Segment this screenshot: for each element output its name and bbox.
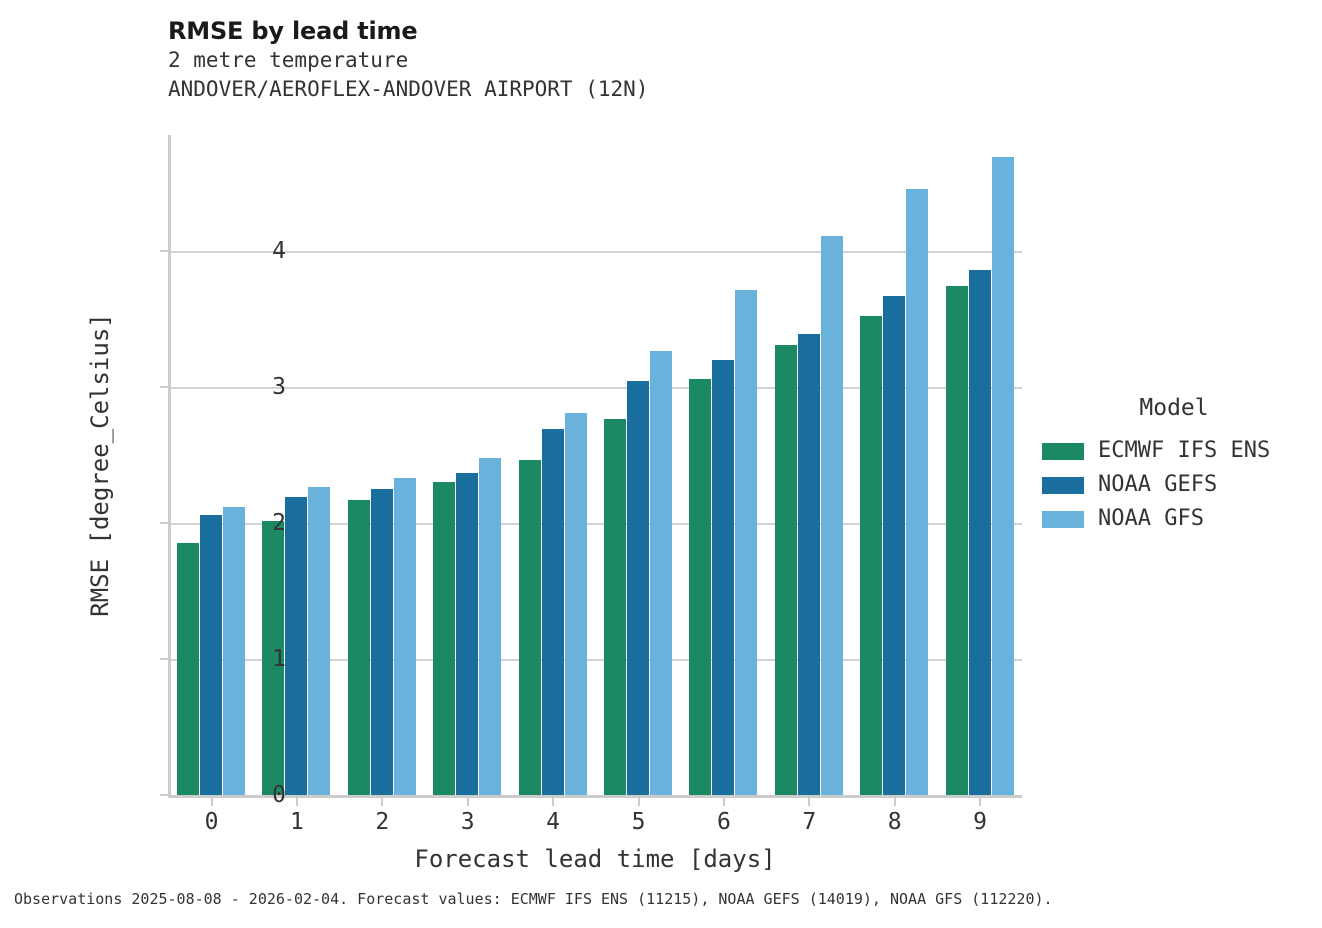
legend-swatch-icon xyxy=(1042,476,1084,494)
bar xyxy=(433,482,456,795)
bar xyxy=(370,488,393,795)
x-tick-label: 1 xyxy=(289,809,304,835)
legend-entries: ECMWF IFS ENS NOAA GEFS NOAA GFS xyxy=(1042,434,1312,536)
bar xyxy=(906,189,929,795)
legend-item[interactable]: ECMWF IFS ENS xyxy=(1042,434,1312,468)
bar xyxy=(712,359,735,795)
page-title: RMSE by lead time xyxy=(168,17,418,45)
bar xyxy=(883,295,906,795)
bar xyxy=(564,412,587,795)
x-tick-label: 7 xyxy=(802,809,817,835)
bar xyxy=(262,521,285,795)
bar xyxy=(735,290,758,795)
x-axis-title: Forecast lead time [days] xyxy=(414,845,776,873)
bar xyxy=(285,496,308,795)
bar xyxy=(991,156,1014,795)
legend-item-label: NOAA GEFS xyxy=(1098,472,1218,497)
x-tick-mark xyxy=(295,798,298,806)
y-tick-label: 0 xyxy=(272,782,286,808)
legend-title: Model xyxy=(1139,395,1209,421)
gridline xyxy=(171,522,1022,525)
x-tick-label: 8 xyxy=(887,809,902,835)
legend-item-label: ECMWF IFS ENS xyxy=(1098,438,1271,463)
bar xyxy=(541,428,564,795)
x-axis-line xyxy=(168,795,1022,798)
y-tick-mark xyxy=(160,385,168,388)
x-tick-mark xyxy=(979,798,982,806)
y-tick-label: 3 xyxy=(272,373,286,400)
chart-subtitle-station: ANDOVER/AEROFLEX-ANDOVER AIRPORT (12N) xyxy=(168,77,649,101)
x-tick-mark xyxy=(808,798,811,806)
legend-swatch-icon xyxy=(1042,442,1084,460)
y-tick-label: 2 xyxy=(272,509,286,536)
y-tick-mark xyxy=(160,794,168,796)
bar xyxy=(968,269,991,795)
legend: Model ECMWF IFS ENS NOAA GEFS NOAA GFS xyxy=(1042,394,1312,536)
bar xyxy=(200,514,222,795)
x-tick-label: 9 xyxy=(973,809,988,835)
bar xyxy=(774,344,797,795)
x-tick-mark xyxy=(552,798,555,806)
title-block: RMSE by lead time 2 metre temperature AN… xyxy=(168,16,648,104)
x-tick-mark xyxy=(381,798,384,806)
y-tick-label: 4 xyxy=(272,237,286,264)
x-tick-mark xyxy=(210,798,213,806)
x-tick-mark xyxy=(466,798,469,806)
y-tick-mark xyxy=(160,657,168,660)
bar xyxy=(308,487,331,795)
gridline xyxy=(171,658,1022,661)
x-tick-mark xyxy=(722,798,725,806)
bar xyxy=(518,460,541,795)
bar xyxy=(945,286,968,795)
gridline xyxy=(171,250,1022,253)
y-tick-label: 1 xyxy=(272,645,286,672)
y-tick-mark xyxy=(160,249,168,252)
x-tick-mark xyxy=(637,798,640,806)
bar xyxy=(689,378,712,795)
x-tick-label: 5 xyxy=(631,809,646,835)
y-axis-line xyxy=(168,135,171,795)
legend-item[interactable]: NOAA GEFS xyxy=(1042,468,1312,502)
legend-swatch-icon xyxy=(1042,510,1084,528)
x-tick-label: 6 xyxy=(716,809,731,835)
x-tick-label: 0 xyxy=(204,809,219,835)
bar xyxy=(797,333,820,795)
bar xyxy=(860,316,883,795)
bar xyxy=(223,506,245,795)
chart-subtitle-variable: 2 metre temperature xyxy=(168,48,409,72)
bar xyxy=(177,543,199,795)
x-tick-mark xyxy=(893,798,896,806)
bar xyxy=(347,499,370,795)
bar xyxy=(627,381,649,795)
y-axis-title: RMSE [degree_Celsius] xyxy=(86,313,114,617)
x-tick-label: 4 xyxy=(546,809,561,835)
bar xyxy=(650,351,672,795)
x-tick-label: 2 xyxy=(375,809,390,835)
bar xyxy=(393,477,416,795)
bar xyxy=(604,419,626,795)
legend-item-label: NOAA GFS xyxy=(1098,506,1204,531)
legend-item[interactable]: NOAA GFS xyxy=(1042,502,1312,536)
bar xyxy=(820,235,843,795)
bar xyxy=(456,472,479,795)
footer-note: Observations 2025-08-08 - 2026-02-04. Fo… xyxy=(14,890,1053,908)
gridline xyxy=(171,386,1022,389)
y-tick-mark xyxy=(160,521,168,524)
x-tick-label: 3 xyxy=(460,809,475,835)
bar xyxy=(479,457,502,795)
